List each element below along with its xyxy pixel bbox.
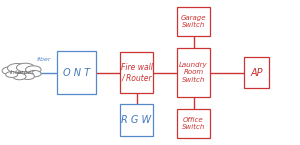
Text: O N T: O N T — [63, 68, 90, 77]
Circle shape — [2, 67, 19, 75]
Text: Internet: Internet — [10, 70, 35, 75]
Circle shape — [8, 64, 27, 73]
Circle shape — [21, 73, 34, 79]
Text: Office
Switch: Office Switch — [182, 117, 205, 130]
FancyBboxPatch shape — [177, 7, 210, 36]
FancyBboxPatch shape — [244, 57, 268, 88]
Text: Laundry
Room
Switch: Laundry Room Switch — [179, 62, 208, 83]
Text: Fire wall
/ Router: Fire wall / Router — [121, 63, 152, 82]
Circle shape — [26, 66, 41, 73]
FancyBboxPatch shape — [120, 52, 153, 93]
FancyBboxPatch shape — [120, 104, 153, 136]
Text: fiber: fiber — [37, 57, 51, 62]
Circle shape — [28, 70, 41, 77]
Circle shape — [6, 72, 18, 77]
Text: Garage
Switch: Garage Switch — [181, 15, 206, 28]
FancyBboxPatch shape — [57, 51, 96, 94]
FancyBboxPatch shape — [177, 109, 210, 138]
Text: AP: AP — [250, 68, 263, 77]
FancyBboxPatch shape — [177, 48, 210, 97]
Text: R G W: R G W — [122, 115, 152, 125]
Circle shape — [16, 63, 34, 72]
Circle shape — [13, 73, 26, 80]
